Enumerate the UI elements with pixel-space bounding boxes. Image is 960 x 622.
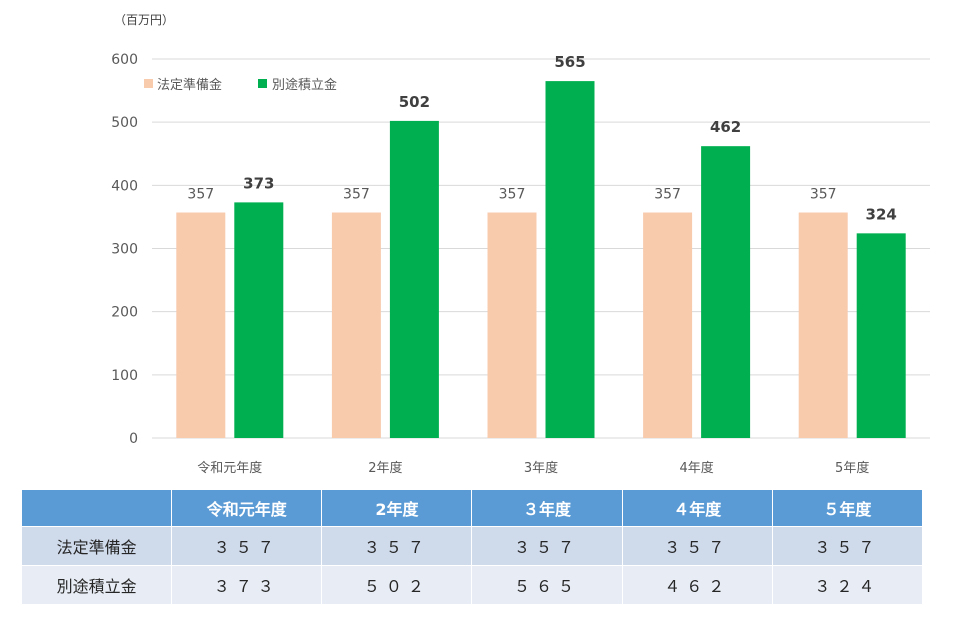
legend-swatch-separate-reserve bbox=[258, 79, 267, 88]
x-tick-label: 令和元年度 bbox=[197, 460, 262, 476]
data-label: 373 bbox=[243, 174, 274, 192]
data-label: 502 bbox=[399, 93, 430, 111]
data-labels: 357 373 357 502 357 565 357 462 357 324 bbox=[187, 53, 896, 223]
table-corner-cell bbox=[20, 489, 173, 527]
table-header-cell: ３年度 bbox=[471, 489, 623, 527]
table-cell: ４６２ bbox=[621, 565, 773, 605]
table-cell: ３５７ bbox=[321, 526, 473, 566]
table-cell: ３５７ bbox=[171, 526, 323, 566]
table-cell: ３５７ bbox=[471, 526, 623, 566]
data-label: 565 bbox=[554, 53, 585, 71]
legend-swatch-legal-reserve bbox=[144, 79, 153, 88]
data-label: 357 bbox=[810, 186, 837, 202]
y-tick-label: 100 bbox=[111, 368, 138, 384]
bar-separate-reserve bbox=[856, 233, 906, 438]
y-tick-label: 400 bbox=[111, 178, 138, 194]
bar-legal-reserve bbox=[331, 212, 381, 438]
table-row-label: 法定準備金 bbox=[20, 526, 173, 566]
table-header-cell: ５年度 bbox=[771, 489, 924, 527]
legend-label-legal-reserve: 法定準備金 bbox=[157, 77, 222, 93]
table-row-label: 別途積立金 bbox=[20, 565, 173, 605]
table-header-row: 令和元年度 2年度 ３年度 ４年度 ５年度 bbox=[20, 489, 924, 527]
x-tick-label: 3年度 bbox=[524, 460, 558, 476]
unit-label: （百万円） bbox=[114, 13, 174, 27]
y-tick-label: 600 bbox=[111, 52, 138, 68]
table-row: 法定準備金 ３５７ ３５７ ３５７ ３５７ ３５７ bbox=[20, 526, 924, 566]
data-label: 357 bbox=[343, 186, 370, 202]
legend-label-separate-reserve: 別途積立金 bbox=[272, 77, 337, 93]
data-label: 357 bbox=[187, 186, 214, 202]
bar-separate-reserve bbox=[389, 120, 439, 439]
table-cell: ５６５ bbox=[471, 565, 623, 605]
table-row: 別途積立金 ３７３ ５０２ ５６５ ４６２ ３２４ bbox=[20, 565, 924, 605]
legend: 法定準備金 別途積立金 bbox=[144, 77, 337, 93]
table-cell: ３５７ bbox=[621, 526, 773, 566]
data-table: 令和元年度 2年度 ３年度 ４年度 ５年度 法定準備金 ３５７ ３５７ ３５７ … bbox=[20, 489, 924, 605]
y-axis-ticks: 0 100 200 300 400 500 600 bbox=[111, 52, 138, 447]
y-tick-label: 300 bbox=[111, 242, 138, 258]
bar-legal-reserve bbox=[643, 212, 693, 438]
table-header-cell: 2年度 bbox=[321, 489, 473, 527]
table-cell: ３５７ bbox=[771, 526, 924, 566]
bar-separate-reserve bbox=[234, 202, 284, 438]
bar-separate-reserve bbox=[545, 81, 595, 438]
data-label: 324 bbox=[866, 205, 897, 223]
x-axis-categories: 令和元年度 2年度 3年度 4年度 5年度 bbox=[197, 460, 869, 476]
bar-legal-reserve bbox=[176, 212, 226, 438]
table-header-cell: 令和元年度 bbox=[171, 489, 323, 527]
data-label: 357 bbox=[499, 186, 526, 202]
bar-legal-reserve bbox=[487, 212, 537, 438]
x-tick-label: 5年度 bbox=[835, 460, 869, 476]
table-cell: ３７３ bbox=[171, 565, 323, 605]
x-tick-label: 2年度 bbox=[368, 460, 402, 476]
table-cell: ３２４ bbox=[771, 565, 924, 605]
bar-legal-reserve bbox=[798, 212, 848, 438]
y-tick-label: 500 bbox=[111, 115, 138, 131]
table-cell: ５０２ bbox=[321, 565, 473, 605]
y-tick-label: 0 bbox=[129, 431, 138, 447]
table-header-cell: ４年度 bbox=[621, 489, 773, 527]
y-tick-label: 200 bbox=[111, 305, 138, 321]
x-tick-label: 4年度 bbox=[679, 460, 713, 476]
data-label: 357 bbox=[654, 186, 681, 202]
bars bbox=[176, 81, 906, 439]
bar-separate-reserve bbox=[701, 146, 751, 439]
data-label: 462 bbox=[710, 118, 741, 136]
